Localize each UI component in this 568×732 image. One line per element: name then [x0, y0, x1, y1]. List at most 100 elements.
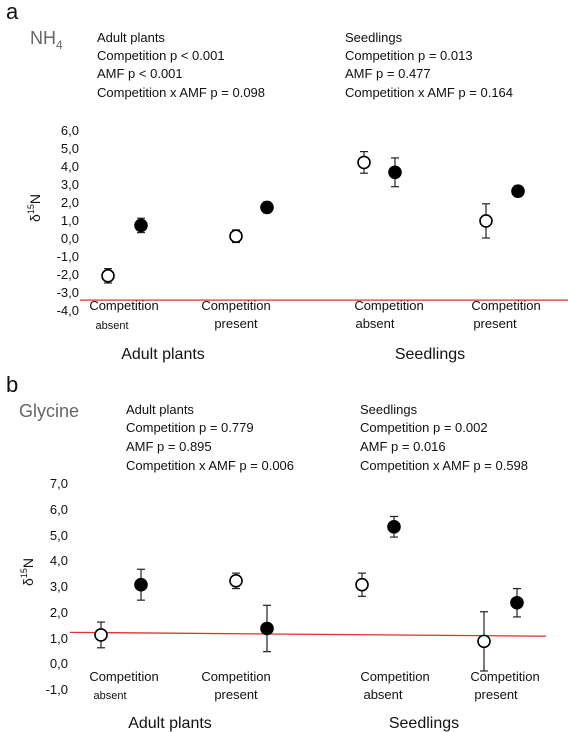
panel-a: a NH4 Adult plants Competition p < 0.001…: [6, 0, 568, 363]
stats-adult: Adult plants Competition p < 0.001 AMF p…: [97, 30, 265, 100]
stats-line: Competition x AMF p = 0.006: [126, 458, 294, 473]
group-sublabel: absent: [93, 690, 126, 702]
y-tick-label: -1,0: [46, 682, 68, 697]
stats-seedlings: Seedlings Competition p = 0.013 AMF p = …: [345, 30, 513, 100]
reference-line: [69, 631, 547, 637]
stats-line: Competition x AMF p = 0.098: [97, 85, 265, 100]
analyte-label: Glycine: [19, 401, 79, 421]
y-tick-label: 3,0: [61, 177, 79, 192]
panel-letter: b: [6, 372, 18, 397]
stats-line: Competition p = 0.013: [345, 48, 473, 63]
y-tick-label: 1,0: [61, 213, 79, 228]
y-axis-label-tail: N: [20, 558, 36, 568]
analyte-subscript: 4: [56, 38, 63, 52]
section-labels: Adult plants Seedlings: [121, 346, 465, 363]
y-axis-label-sup: 15: [19, 568, 29, 578]
section-label: Adult plants: [128, 715, 212, 732]
stats-line: Competition p = 0.779: [126, 420, 254, 435]
data-point-filled: [510, 595, 524, 610]
group-label: Competition: [471, 298, 540, 313]
y-tick-label: 2,0: [61, 195, 79, 210]
group-label: Competition: [201, 298, 270, 313]
data-point-open: [479, 214, 493, 228]
data-point-open: [357, 155, 371, 170]
section-label: Seedlings: [395, 346, 465, 363]
y-tick-label: -3,0: [57, 285, 79, 300]
section-labels: Adult plants Seedlings: [128, 715, 459, 732]
group-label: Competition: [360, 669, 429, 684]
y-tick-label: 1,0: [50, 631, 68, 646]
data-point-filled: [260, 200, 274, 215]
data-point-open: [477, 634, 491, 649]
group-sublabel: present: [474, 687, 518, 702]
section-label: Seedlings: [389, 715, 459, 732]
y-tick-labels: 6,0 5,0 4,0 3,0 2,0 1,0 0,0 -1,0 -2,0 -3…: [57, 123, 79, 318]
stats-title: Seedlings: [360, 402, 418, 417]
group-sublabel: present: [214, 316, 258, 331]
data-point-filled: [134, 218, 148, 233]
y-tick-label: 0,0: [50, 656, 68, 671]
stats-line: AMF p = 0.477: [345, 66, 431, 81]
plot-area: [94, 515, 524, 672]
y-tick-label: 7,0: [50, 476, 68, 491]
y-tick-label: 5,0: [50, 528, 68, 543]
y-tick-label: 0,0: [61, 231, 79, 246]
group-labels: Competition absent Competition present C…: [89, 298, 540, 332]
stats-seedlings: Seedlings Competition p = 0.002 AMF p = …: [360, 402, 528, 473]
group-label: Competition: [89, 669, 158, 684]
y-axis-label-tail: N: [27, 194, 43, 204]
y-tick-label: 2,0: [50, 605, 68, 620]
group-sublabel: absent: [363, 687, 402, 702]
y-axis-label-main: δ: [27, 214, 43, 222]
y-tick-labels: 7,0 6,0 5,0 4,0 3,0 2,0 1,0 0,0 -1,0: [46, 476, 68, 697]
data-point-filled: [387, 519, 401, 534]
group-sublabel: present: [214, 687, 258, 702]
panel-b: b Glycine Adult plants Competition p = 0…: [6, 372, 547, 732]
panel-letter: a: [6, 0, 19, 24]
data-point-filled: [388, 165, 402, 180]
stats-line: Competition p = 0.002: [360, 420, 488, 435]
y-tick-label: 3,0: [50, 579, 68, 594]
group-sublabel: present: [473, 316, 517, 331]
y-tick-label: 5,0: [61, 141, 79, 156]
stats-line: AMF p < 0.001: [97, 66, 183, 81]
group-label: Competition: [470, 669, 539, 684]
analyte-name: NH: [30, 28, 56, 48]
group-sublabel: absent: [95, 320, 128, 332]
y-axis-label-sup: 15: [26, 204, 36, 214]
group-labels: Competition absent Competition present C…: [89, 669, 539, 702]
stats-line: AMF p = 0.016: [360, 439, 446, 454]
y-axis-label-main: δ: [20, 578, 36, 586]
group-label: Competition: [89, 298, 158, 313]
group-sublabel: absent: [355, 316, 394, 331]
section-label: Adult plants: [121, 346, 205, 363]
y-tick-label: 4,0: [61, 159, 79, 174]
y-tick-label: -4,0: [57, 303, 79, 318]
y-tick-label: -2,0: [57, 267, 79, 282]
stats-adult: Adult plants Competition p = 0.779 AMF p…: [126, 402, 294, 473]
analyte-name: Glycine: [19, 401, 79, 421]
group-label: Competition: [201, 669, 270, 684]
y-tick-label: -1,0: [57, 249, 79, 264]
stats-line: AMF p = 0.895: [126, 439, 212, 454]
group-label: Competition: [354, 298, 423, 313]
plot-area: [101, 151, 525, 284]
data-point-filled: [511, 184, 525, 198]
y-axis-label: δ15N: [19, 558, 36, 586]
stats-title: Adult plants: [126, 402, 194, 417]
stats-title: Seedlings: [345, 30, 403, 45]
data-point-open: [101, 268, 115, 283]
stats-title: Adult plants: [97, 30, 165, 45]
y-axis-label: δ15N: [26, 194, 43, 222]
data-point-open: [94, 628, 108, 642]
y-tick-label: 6,0: [61, 123, 79, 138]
stats-line: Competition p < 0.001: [97, 48, 225, 63]
y-tick-label: 4,0: [50, 553, 68, 568]
stats-line: Competition x AMF p = 0.164: [345, 85, 513, 100]
data-point-filled: [134, 577, 148, 592]
data-point-open: [229, 229, 243, 243]
y-tick-label: 6,0: [50, 502, 68, 517]
data-point-open: [355, 577, 369, 592]
data-point-filled: [260, 621, 274, 636]
